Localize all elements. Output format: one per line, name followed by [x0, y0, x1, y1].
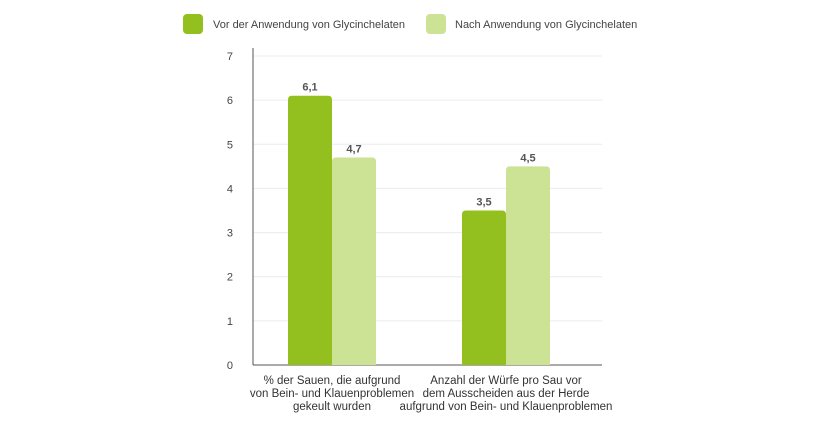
- legend-swatch: [183, 14, 203, 34]
- y-tick-label: 4: [227, 183, 233, 195]
- category-label: von Bein- und Klauenproblemen: [250, 388, 414, 400]
- value-label: 3,5: [476, 197, 491, 209]
- legend-label: Nach Anwendung von Glycinchelaten: [455, 19, 637, 31]
- value-label: 6,1: [302, 82, 317, 94]
- value-label: 4,7: [346, 144, 361, 156]
- category-label: Anzahl der Würfe pro Sau vor: [430, 375, 582, 387]
- y-tick-label: 2: [227, 272, 233, 284]
- y-tick-label: 3: [227, 228, 233, 240]
- category-label: gekeult wurden: [293, 401, 371, 413]
- bar-series-1-cat-1: [288, 95, 332, 365]
- legend: Vor der Anwendung von Glycinchelaten Nach…: [183, 14, 637, 34]
- y-tick-label: 5: [227, 139, 233, 151]
- bar-series-2-cat-2: [506, 166, 550, 365]
- bars: [288, 95, 550, 365]
- y-tick-label: 1: [227, 316, 233, 328]
- legend-label: Vor der Anwendung von Glycinchelaten: [213, 19, 405, 31]
- category-label: dem Ausscheiden aus der Herde: [423, 388, 590, 400]
- value-labels: 6,1 3,5 4,7 4,5: [302, 82, 535, 209]
- bar-series-2-cat-1: [332, 157, 376, 365]
- category-label: % der Sauen, die aufgrund: [264, 375, 401, 387]
- bar-series-1-cat-2: [462, 210, 506, 365]
- value-label: 4,5: [520, 152, 535, 164]
- category-label: aufgrund von Bein- und Klauenproblemen: [400, 401, 613, 413]
- legend-swatch: [426, 14, 446, 34]
- y-tick-label: 6: [227, 95, 233, 107]
- y-tick-label: 0: [227, 360, 233, 372]
- y-tick-label: 7: [227, 51, 233, 63]
